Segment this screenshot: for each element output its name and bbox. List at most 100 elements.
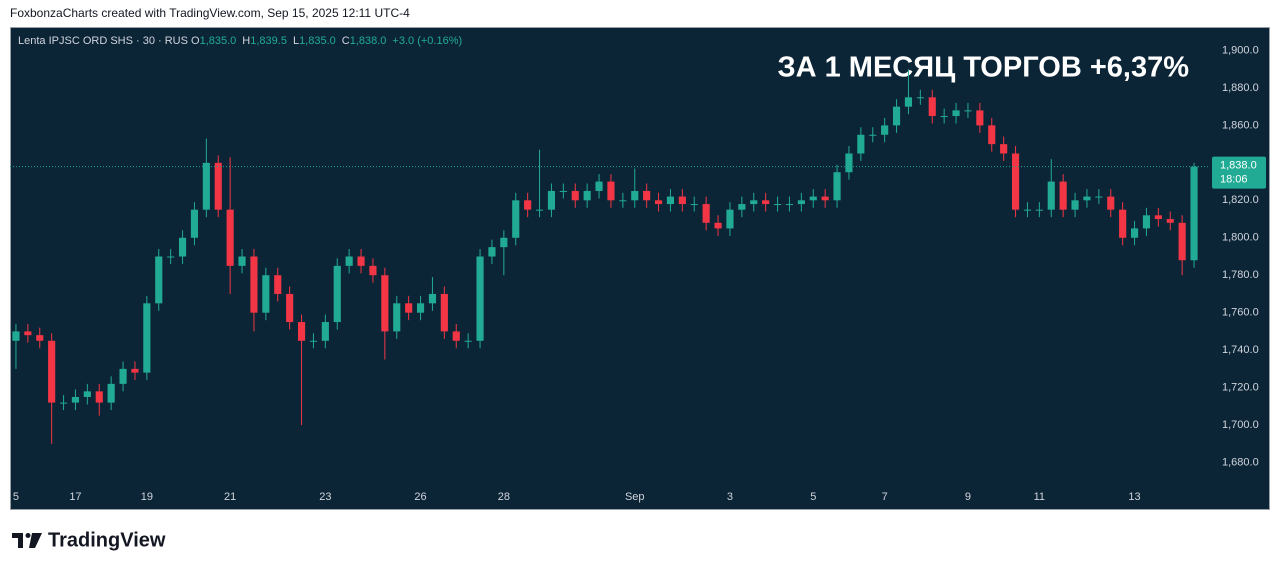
countdown: 18:06 [1220, 174, 1248, 186]
candle-body [750, 200, 758, 205]
candle-body [131, 368, 139, 373]
candle-body [833, 172, 841, 201]
candle-body [892, 106, 901, 126]
y-tick-label: 1,720.0 [1222, 382, 1259, 394]
x-tick-label: 7 [882, 491, 888, 503]
candle-body [809, 196, 817, 201]
candle-body [250, 256, 258, 313]
candle-body [559, 190, 567, 192]
candle-body [952, 110, 960, 117]
y-tick-label: 1,760.0 [1222, 307, 1259, 319]
candle-body [262, 275, 270, 313]
x-tick-label: 5 [810, 491, 816, 503]
y-tick-label: 1,860.0 [1222, 119, 1259, 131]
y-tick-label: 1,700.0 [1222, 419, 1259, 431]
candle-body [714, 222, 722, 229]
candle-body [369, 265, 377, 276]
annotation: ЗА 1 МЕСЯЦ ТОРГОВ +6,37% [777, 52, 1189, 84]
x-tick-label: Sep [625, 491, 645, 503]
candle-body [690, 204, 698, 206]
candle-body [547, 190, 556, 210]
candle-body [1178, 222, 1186, 261]
candle-body [512, 200, 520, 238]
candle-body [1107, 196, 1115, 210]
candle-body [464, 340, 472, 342]
candle-body [1035, 209, 1043, 211]
y-tick-label: 1,800.0 [1222, 232, 1259, 244]
symbol: Lenta IPJSC ORD SHS · 30 · RUS [18, 35, 188, 47]
candle-body [297, 322, 306, 341]
candle-body [1095, 196, 1103, 198]
y-tick-label: 1,780.0 [1222, 269, 1259, 281]
x-tick-label: 19 [141, 491, 153, 503]
candle-body [381, 275, 389, 332]
candle-body [1023, 209, 1032, 211]
candle-body [702, 204, 710, 223]
candle-body [190, 209, 199, 238]
y-tick-label: 1,680.0 [1222, 456, 1259, 468]
candle-body [24, 331, 32, 336]
y-tick-label: 1,820.0 [1222, 194, 1259, 206]
x-tick-label: 23 [319, 491, 331, 503]
candle-body [333, 265, 341, 323]
candle-body [416, 303, 425, 313]
candle-body [1130, 228, 1139, 238]
y-tick-label: 1,740.0 [1222, 344, 1259, 356]
x-tick-label: 28 [498, 491, 510, 503]
candle-body [48, 340, 56, 403]
y-tick-label: 1,880.0 [1222, 82, 1259, 94]
candle-body [785, 204, 794, 206]
candle-body [857, 134, 865, 154]
candle-body [452, 331, 460, 341]
candle-body [881, 125, 889, 135]
x-tick-label: 26 [414, 491, 426, 503]
candle-body [595, 181, 603, 191]
candle-body [238, 256, 246, 266]
chart-panel [10, 27, 1270, 510]
candle-body [440, 293, 448, 332]
candle-body [845, 153, 853, 173]
candle-body [964, 110, 972, 112]
candle-body [345, 256, 353, 266]
candle-body [1059, 181, 1067, 210]
candle-body [500, 237, 508, 248]
candle-body [904, 97, 913, 107]
candle-body [988, 125, 996, 145]
x-tick-label: 3 [727, 491, 733, 503]
candle-body [59, 402, 68, 404]
candle-body [274, 275, 282, 294]
candle-body [1166, 219, 1174, 223]
candle-body [738, 204, 746, 210]
candle-body [12, 331, 20, 341]
candle-body [107, 383, 115, 403]
legend-label: L [292, 35, 300, 47]
candle-body [583, 190, 591, 201]
candle-body [1083, 196, 1091, 201]
ohlc-legend: Lenta IPJSC ORD SHS · 30 · RUS O1,835.0 H… [18, 35, 468, 47]
candle-body [71, 396, 80, 403]
candle-body [821, 196, 829, 201]
candle-body [202, 162, 210, 210]
candle-body [916, 97, 924, 99]
legend-value: 1,839.5 [250, 35, 287, 47]
brand: TradingView [48, 529, 166, 551]
candle-body [95, 391, 103, 403]
candle-body [535, 209, 544, 211]
candle-body [666, 196, 675, 205]
candle-body [405, 303, 413, 313]
candle-body [1011, 153, 1020, 210]
x-tick-label: 9 [965, 491, 971, 503]
candle-body [631, 190, 639, 201]
candle-body [143, 303, 151, 373]
candle-body [167, 256, 175, 258]
candle-body [1047, 181, 1055, 210]
candle-body [1190, 166, 1198, 261]
legend-change: +3.0 (+0.16%) [392, 35, 463, 47]
candle-body [119, 368, 127, 384]
x-tick-label: 11 [1034, 491, 1045, 503]
candle-body [869, 134, 877, 136]
candle-body [488, 247, 496, 257]
candle-body [286, 293, 294, 323]
